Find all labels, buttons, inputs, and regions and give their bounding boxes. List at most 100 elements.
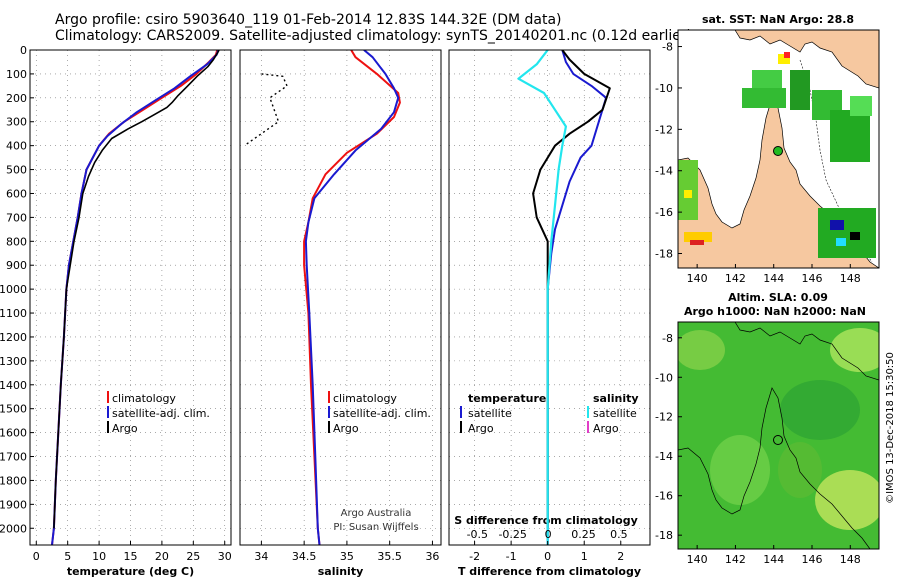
legend-argo-swatch: [107, 421, 109, 433]
map-x-tick-label: 146: [802, 272, 823, 285]
sla-map-title: Altim. SLA: 0.09: [728, 291, 828, 304]
y-tick-label: 1400: [0, 379, 27, 392]
attribution-line-1: Argo Australia: [341, 508, 412, 519]
x-tick-label: 1: [581, 550, 588, 563]
x-axis-label: T difference from climatology: [458, 565, 641, 578]
legend-satellite-swatch: [328, 406, 330, 418]
map-y-tick-label: -14: [655, 165, 673, 178]
x-tick-label: 10: [92, 550, 106, 563]
x-tick-label: 15: [124, 550, 138, 563]
map-y-tick-label: -12: [655, 123, 673, 136]
y-tick-label: 0: [20, 44, 27, 57]
map-y-tick-label: -10: [655, 371, 673, 384]
sst-map-land-png: [678, 30, 879, 89]
x-tick-label: 5: [64, 550, 71, 563]
legend-climatology-label: climatology: [333, 392, 397, 405]
x-tick-label: 34.5: [292, 550, 317, 563]
x-tick-label: 2: [617, 550, 624, 563]
legend-t-satellite-label: satellite: [468, 407, 512, 420]
y-tick-label: 1200: [0, 331, 27, 344]
sst-map-sst-patch: [836, 238, 846, 246]
s-difference-label: S difference from climatology: [454, 514, 638, 527]
x-tick-label: -1: [506, 550, 517, 563]
sst-map-sst-patch: [830, 110, 870, 162]
legend-argo-label: Argo: [333, 422, 359, 435]
x-tick-label: 36: [425, 550, 439, 563]
sst-map-sst-patch: [850, 96, 872, 116]
map-x-tick-label: 142: [725, 272, 746, 285]
salinity-panel-frame: [239, 49, 442, 546]
sla-map: Altim. SLA: 0.09 Argo h1000: NaN h2000: …: [655, 291, 880, 566]
sst-map-sst-patch: [830, 220, 844, 230]
sst-map-sst-patch: [684, 232, 712, 242]
map-x-tick-label: 144: [763, 553, 784, 566]
series-line-argo: [53, 50, 220, 529]
series-line-satellite-adj-clim-: [304, 50, 400, 545]
sst-map-sst-patch: [850, 232, 860, 240]
sst-map-sst-patches: [678, 52, 876, 258]
legend-t-satellite-swatch: [460, 406, 462, 418]
legend-salinity-title: salinity: [593, 392, 639, 405]
sst-map-sst-patch: [684, 190, 692, 198]
y-tick-label: 700: [6, 211, 27, 224]
map-y-tick-label: -12: [655, 411, 673, 424]
sst-map-sst-patch: [690, 240, 704, 245]
legend-satellite-label: satellite-adj. clim.: [112, 407, 210, 420]
sst-map: sat. SST: NaN Argo: 28.8 140 142 144 146 148…: [655, 13, 880, 285]
y-tick-label: 1600: [0, 427, 27, 440]
title-line-1: Argo profile: csiro 5903640_119 01-Feb-2…: [55, 12, 562, 28]
sla-map-axes: 140 142 144 146 148 -8 -10 -12 -14 -16 -18: [655, 332, 861, 566]
y-tick-label: 1100: [0, 307, 27, 320]
map-x-tick-label: 148: [840, 553, 861, 566]
map-x-tick-label: 140: [687, 272, 708, 285]
sst-map-sst-patch: [790, 70, 810, 110]
s-diff-tick-label: -0.5: [467, 528, 488, 541]
s-diff-tick-label: -0.25: [498, 528, 526, 541]
sla-map-coastline-png: [734, 322, 879, 381]
map-x-tick-label: 148: [840, 272, 861, 285]
sla-map-anomaly: [710, 435, 770, 505]
timestamp: ©IMOS 13-Dec-2018 15:30:50: [885, 352, 896, 504]
series-line-s-satellite: [517, 50, 568, 545]
y-tick-label: 1300: [0, 355, 27, 368]
y-tick-label: 1800: [0, 474, 27, 487]
map-y-tick-label: -18: [655, 248, 673, 261]
map-x-tick-label: 140: [687, 553, 708, 566]
sst-map-sst-patch: [818, 208, 876, 258]
x-tick-label: 0: [544, 550, 551, 563]
y-tick-label: 100: [6, 68, 27, 81]
salinity-panel: 34 34.5 35 35.5 36 salinity: [239, 49, 442, 578]
map-y-tick-label: -10: [655, 82, 673, 95]
y-tick-label: 600: [6, 187, 27, 200]
x-tick-label: 35.5: [377, 550, 402, 563]
y-tick-label: 1700: [0, 451, 27, 464]
series-line-argo: [243, 73, 288, 147]
x-tick-label: 34: [254, 550, 268, 563]
s-diff-tick-label: 0.5: [610, 528, 628, 541]
sst-map-bathymetry: [799, 59, 873, 263]
sla-map-coastline-australia: [678, 387, 871, 549]
map-y-tick-label: -8: [662, 332, 673, 345]
legend-t-argo-swatch: [460, 421, 462, 433]
y-tick-label: 800: [6, 235, 27, 248]
map-y-tick-label: -16: [655, 206, 673, 219]
sla-map-anomaly: [815, 470, 879, 530]
sst-map-frame: [677, 29, 880, 269]
x-tick-label: 20: [155, 550, 169, 563]
x-tick-label: 35: [340, 550, 354, 563]
y-tick-label: 500: [6, 164, 27, 177]
s-diff-tick-label: 0.25: [571, 528, 596, 541]
map-x-tick-label: 142: [725, 553, 746, 566]
x-axis-label: salinity: [318, 565, 364, 578]
legend-s-argo-label: Argo: [593, 422, 619, 435]
legend-satellite-label: satellite-adj. clim.: [333, 407, 431, 420]
x-tick-label: 0: [33, 550, 40, 563]
sla-map-frame: [677, 321, 880, 550]
x-tick-label: -2: [469, 550, 480, 563]
y-tick-label: 1000: [0, 283, 27, 296]
map-y-tick-label: -14: [655, 450, 673, 463]
salinity-legend: climatology satellite-adj. clim. Argo: [328, 391, 431, 435]
x-tick-label: 30: [218, 550, 232, 563]
legend-climatology-swatch: [107, 391, 109, 403]
